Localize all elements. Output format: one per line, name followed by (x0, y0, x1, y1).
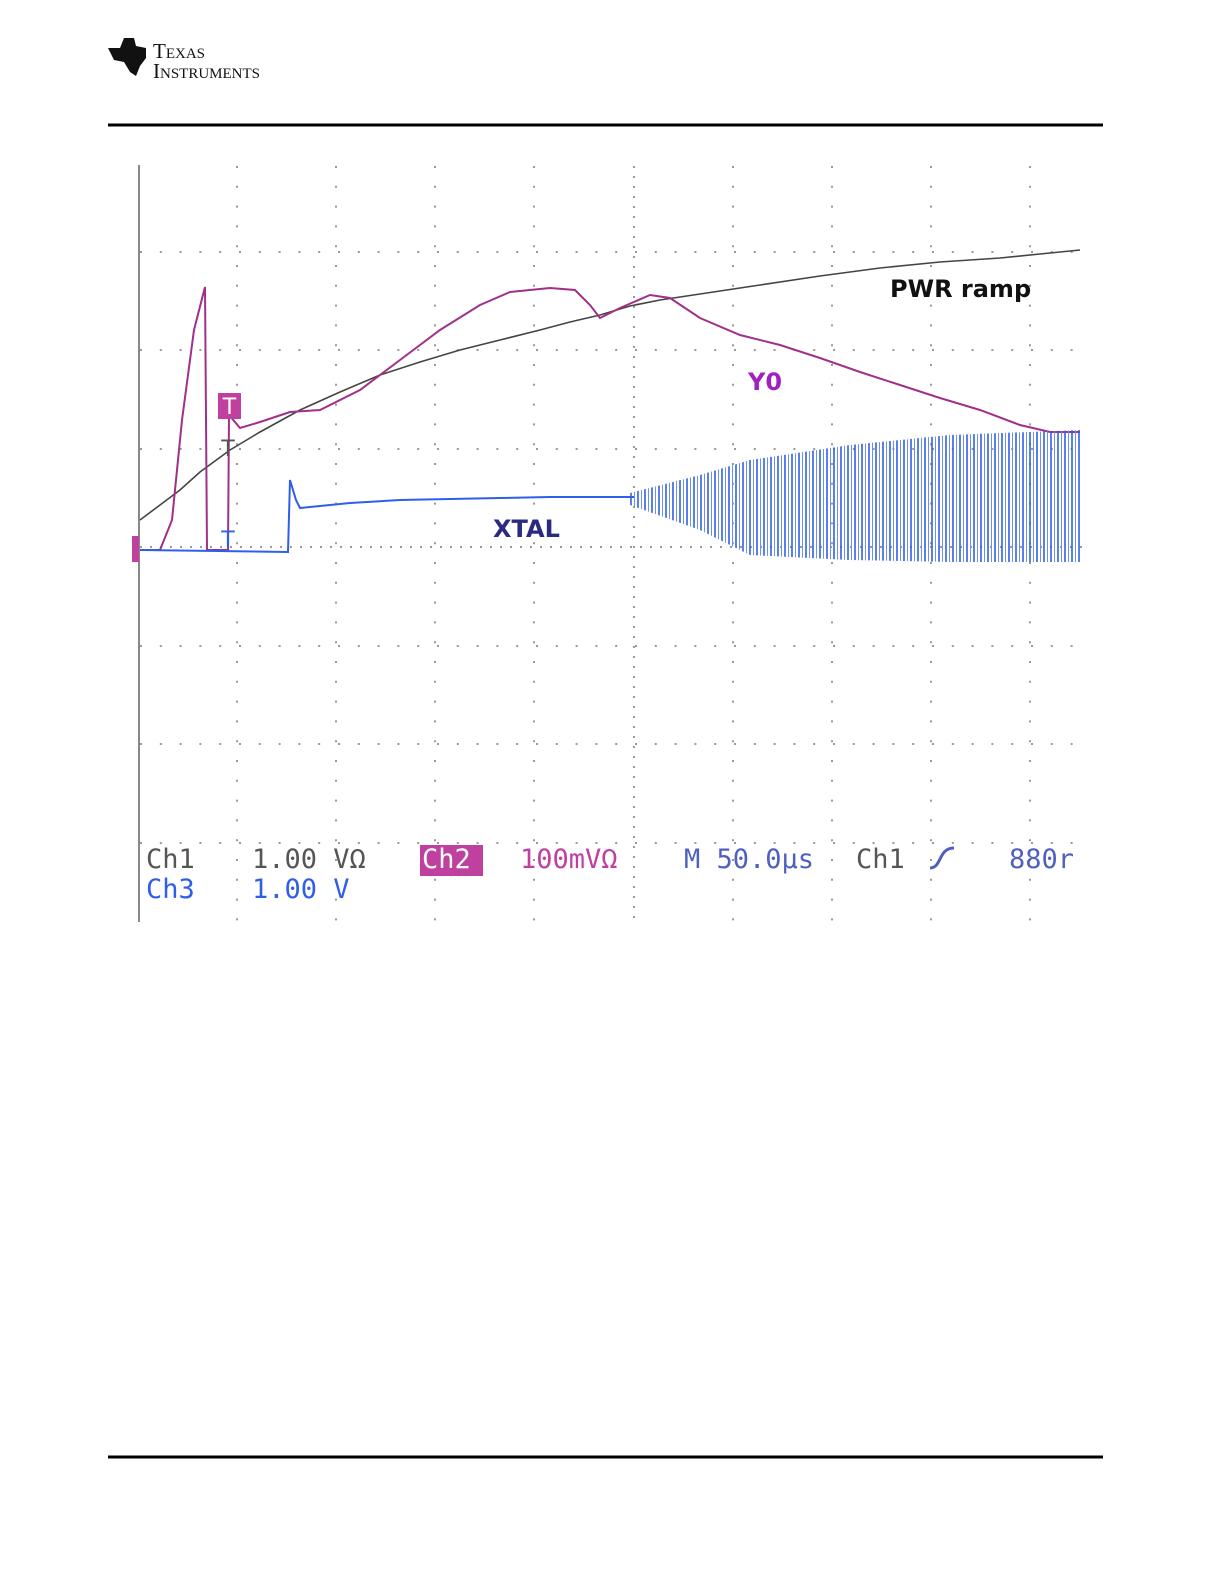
status-trigger-source: Ch1 (856, 844, 905, 875)
status-ch3-scale: 1.00 V (252, 874, 350, 905)
ti-logo-icon (108, 38, 146, 76)
y0-label: Y0 (747, 368, 782, 396)
xtal-oscillation (630, 430, 1080, 562)
ch2-ground-marker (132, 536, 139, 562)
logo-line1: Texas (153, 39, 205, 63)
status-trigger-level: 880r (1009, 844, 1074, 875)
pwr-ramp-trace (139, 249, 1081, 521)
status-ch3: Ch3 (146, 874, 195, 905)
logo-line2: Instruments (153, 59, 260, 83)
y0-trace (140, 286, 1080, 551)
status-ch1: Ch1 (146, 844, 195, 875)
ch2-marker-box (218, 393, 241, 419)
ch3-trigger-marker: T (220, 528, 235, 553)
status-timebase: M 50.0µs (684, 844, 814, 875)
ch1-trigger-marker: T (220, 437, 235, 462)
status-ch2: Ch2 (422, 844, 471, 875)
pwr-ramp-label: PWR ramp (890, 275, 1031, 303)
status-ch2-scale: 100mVΩ (520, 844, 618, 875)
trigger-slope-icon (929, 846, 955, 870)
status-ch2-box (420, 845, 483, 876)
xtal-trace (139, 479, 634, 554)
xtal-label: XTAL (493, 515, 560, 543)
ch2-trigger-marker: T (222, 395, 237, 420)
status-ch1-scale: 1.00 VΩ (252, 844, 366, 875)
